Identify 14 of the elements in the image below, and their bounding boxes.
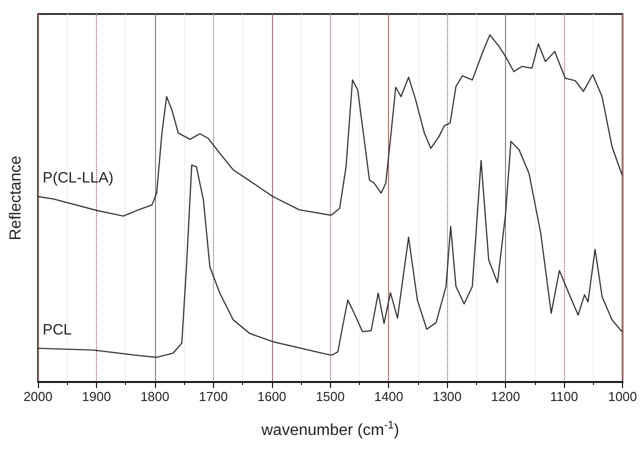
- y-axis-title: Reflectance: [8, 156, 24, 240]
- x-tick-label: 2000: [24, 389, 52, 404]
- series-label: P(CL-LLA): [42, 170, 114, 187]
- x-tick-label: 1300: [432, 389, 462, 404]
- x-tick-label: 1000: [608, 389, 637, 404]
- x-tick-label: 1100: [550, 389, 578, 404]
- x-tick-label: 1900: [82, 389, 111, 404]
- series-label: PCL: [42, 321, 72, 338]
- x-tick-label: 1500: [316, 389, 345, 404]
- x-tick-label: 1800: [140, 389, 170, 404]
- x-tick-label: 1200: [491, 389, 520, 404]
- x-tick-label: 1700: [198, 389, 228, 404]
- x-tick-label: 1600: [257, 389, 286, 404]
- x-tick-label: 1400: [374, 389, 404, 404]
